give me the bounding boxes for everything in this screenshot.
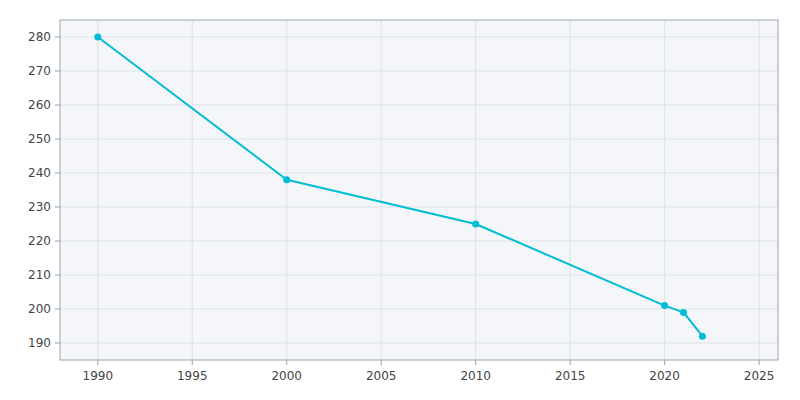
x-tick-label: 2010 <box>460 369 491 383</box>
y-grid-line <box>60 173 778 174</box>
y-tick <box>55 275 60 276</box>
y-grid-line <box>60 343 778 344</box>
axes: 1990 1995 2000 2005 2010 2015 2020 2025 190 200 21… <box>28 30 774 383</box>
point <box>699 333 706 340</box>
y-tick <box>55 105 60 106</box>
y-grid-line <box>60 241 778 242</box>
x-tick <box>286 360 287 365</box>
chart-svg: 1990 1995 2000 2005 2010 2015 2020 2025 190 200 21… <box>0 0 800 400</box>
y-tick-label: 280 <box>28 30 51 44</box>
x-tick-label: 2005 <box>366 369 397 383</box>
x-tick-label: 1995 <box>177 369 208 383</box>
y-tick-label: 220 <box>28 234 51 248</box>
y-grid-line <box>60 139 778 140</box>
y-tick <box>55 71 60 72</box>
chart-container: 1990 1995 2000 2005 2010 2015 2020 2025 190 200 21… <box>0 0 800 400</box>
y-grid-line <box>60 71 778 72</box>
grid <box>60 20 778 360</box>
y-tick-label: 190 <box>28 336 51 350</box>
plot-frame <box>60 20 778 360</box>
y-tick-label: 240 <box>28 166 51 180</box>
y-tick-label: 260 <box>28 98 51 112</box>
line <box>98 37 703 336</box>
point <box>94 34 101 41</box>
point <box>283 176 290 183</box>
point <box>661 302 668 309</box>
x-tick-label: 2025 <box>744 369 775 383</box>
x-tick <box>192 360 193 365</box>
x-tick <box>759 360 760 365</box>
x-tick <box>97 360 98 365</box>
x-tick-label: 1990 <box>83 369 114 383</box>
y-grid-line <box>60 207 778 208</box>
x-tick-label: 2000 <box>271 369 302 383</box>
y-grid-line <box>60 105 778 106</box>
x-tick-label: 2015 <box>555 369 586 383</box>
y-tick-label: 210 <box>28 268 51 282</box>
plot-background <box>60 20 778 360</box>
y-tick-label: 230 <box>28 200 51 214</box>
y-tick-label: 270 <box>28 64 51 78</box>
y-tick <box>55 309 60 310</box>
y-tick <box>55 241 60 242</box>
x-tick-label: 2020 <box>649 369 680 383</box>
y-tick <box>55 207 60 208</box>
x-tick <box>381 360 382 365</box>
y-grid-line <box>60 275 778 276</box>
x-tick <box>475 360 476 365</box>
data-group <box>94 34 706 340</box>
y-grid-line <box>60 37 778 38</box>
x-tick <box>570 360 571 365</box>
y-tick <box>55 173 60 174</box>
y-tick <box>55 139 60 140</box>
y-tick <box>55 37 60 38</box>
point <box>680 309 687 316</box>
point <box>472 221 479 228</box>
x-tick <box>664 360 665 365</box>
y-tick-label: 250 <box>28 132 51 146</box>
y-tick-label: 200 <box>28 302 51 316</box>
y-tick <box>55 343 60 344</box>
